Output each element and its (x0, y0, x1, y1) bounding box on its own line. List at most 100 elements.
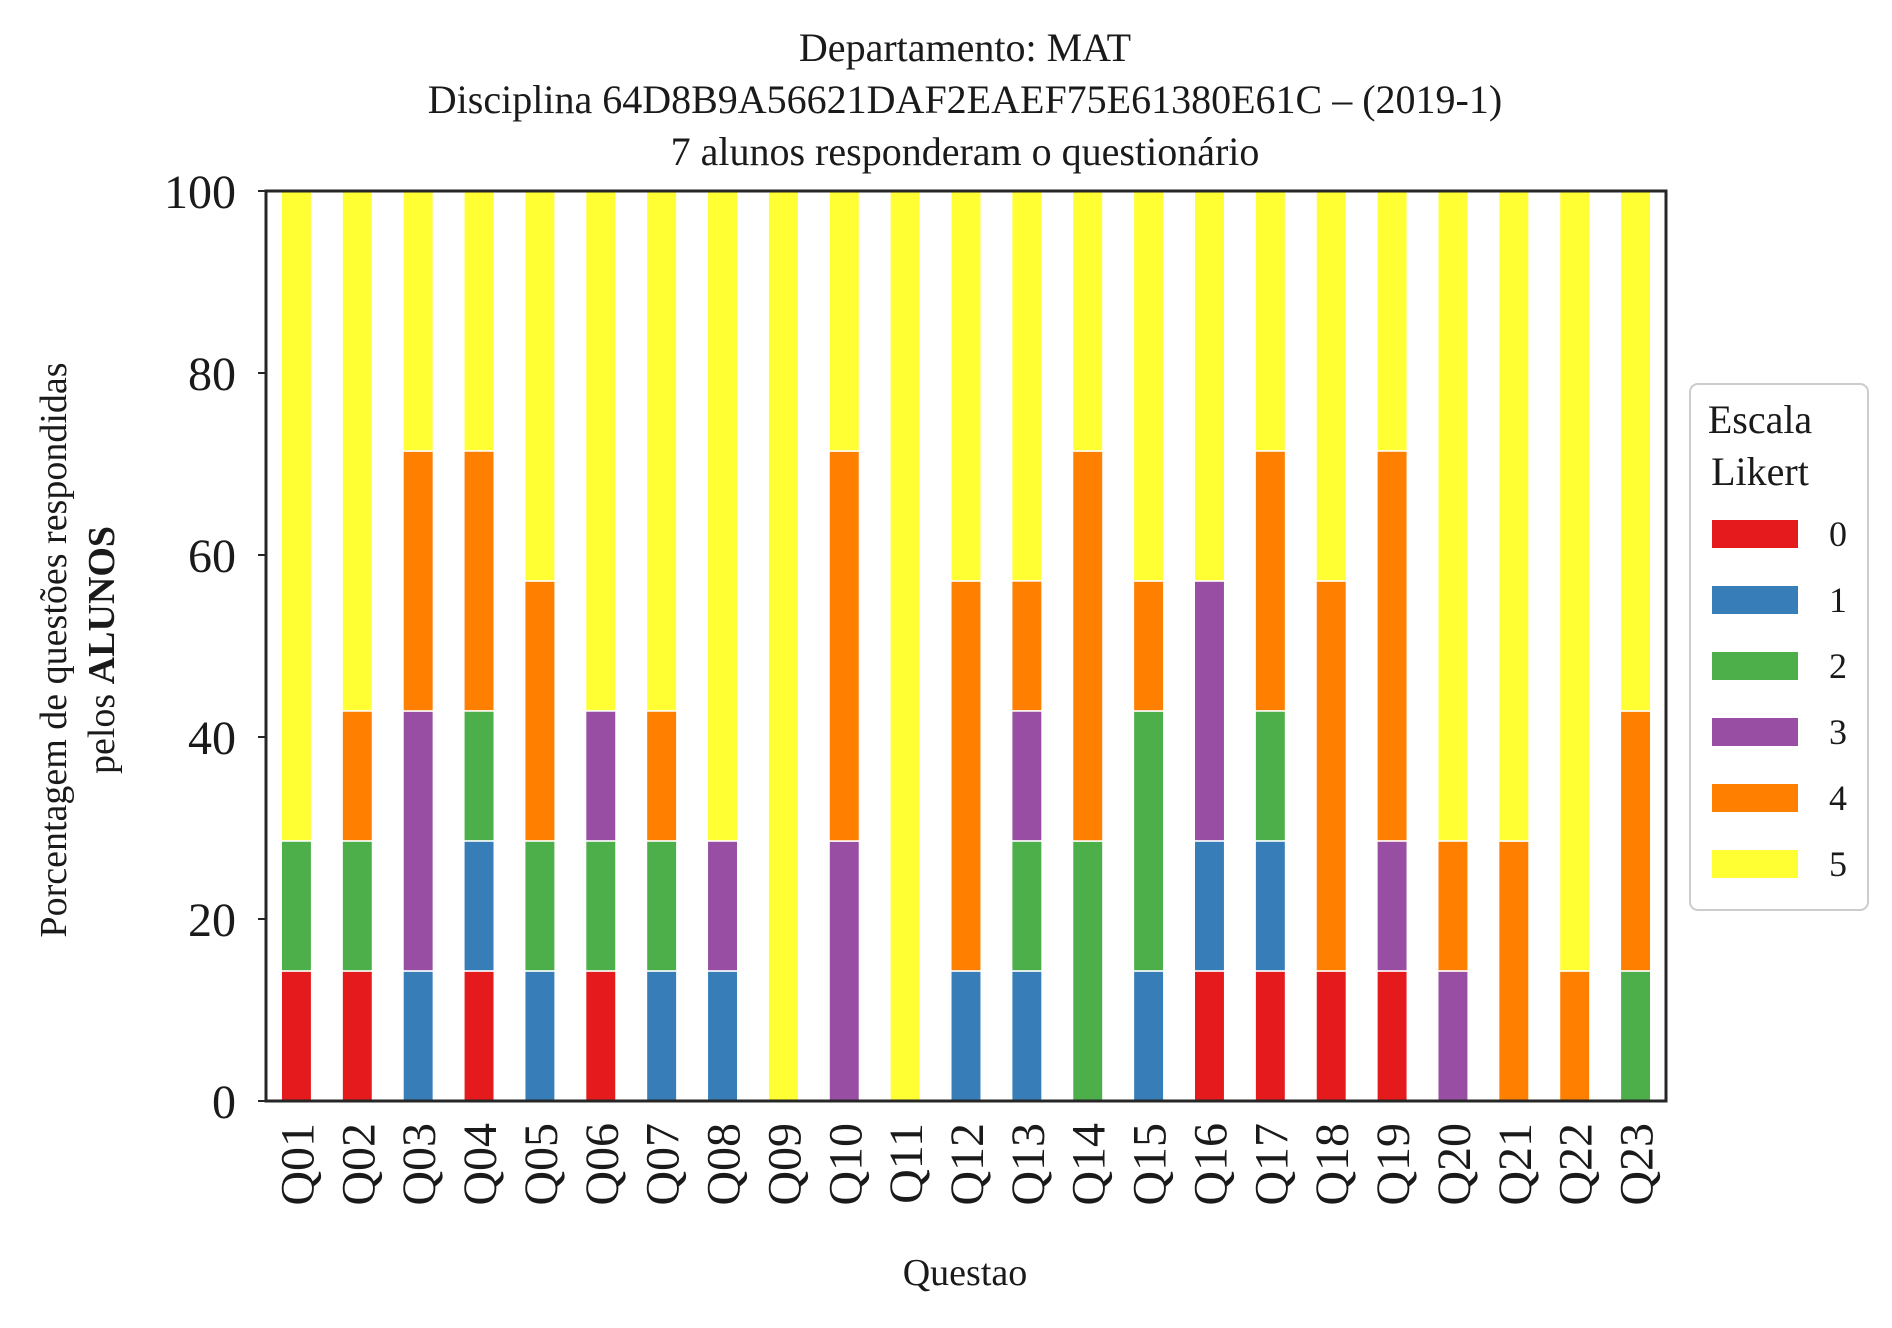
bar-segment-Q17-level-2 (1254, 710, 1287, 842)
x-tick-label: Q09 (758, 1123, 811, 1206)
x-tick-label: Q14 (1063, 1123, 1116, 1206)
x-tick-label: Q23 (1611, 1123, 1664, 1206)
y-axis-ticks: 0 20 40 60 80 100 (164, 166, 266, 1129)
bar-segment-Q07-level-1 (645, 970, 678, 1102)
x-tick-label: Q15 (1124, 1123, 1177, 1206)
x-tick-label: Q05 (515, 1123, 568, 1206)
bar-segment-Q17-level-4 (1254, 450, 1287, 712)
bar-segment-Q23-level-4 (1619, 710, 1652, 972)
bar-segment-Q19-level-5 (1376, 190, 1409, 452)
legend-swatch-1 (1712, 586, 1798, 614)
bar-segment-Q04-level-5 (463, 190, 496, 452)
bar-segment-Q14-level-5 (1071, 190, 1104, 452)
legend-swatch-0 (1712, 520, 1798, 548)
bar-segment-Q07-level-4 (645, 710, 678, 842)
bar-segment-Q19-level-3 (1376, 840, 1409, 972)
x-tick-label: Q13 (1002, 1123, 1055, 1206)
bar-segment-Q10-level-4 (828, 450, 861, 842)
bar-segment-Q12-level-1 (950, 970, 982, 1102)
bar-segment-Q18-level-0 (1315, 970, 1348, 1102)
bar-segment-Q02-level-5 (341, 190, 374, 712)
y-axis-label: Porcentagem de questões respondidas pelo… (33, 362, 123, 937)
bar-segment-Q15-level-2 (1132, 710, 1165, 972)
bar-segment-Q17-level-5 (1254, 190, 1287, 452)
y-axis-label-line-2: pelos ALUNOS (81, 526, 123, 774)
legend-label-0: 0 (1829, 514, 1847, 554)
bar-segment-Q01-level-0 (280, 970, 313, 1102)
bar-segment-Q07-level-2 (645, 840, 678, 972)
x-tick-label: Q10 (819, 1123, 872, 1206)
bar-segment-Q13-level-2 (1010, 840, 1043, 972)
bar-segment-Q04-level-2 (463, 710, 496, 842)
bar-segment-Q21-level-5 (1497, 190, 1530, 842)
bar-segment-Q06-level-3 (584, 710, 617, 842)
bar-segment-Q11-level-5 (889, 190, 922, 1102)
y-tick-label: 0 (212, 1076, 236, 1129)
y-tick-label: 20 (188, 894, 236, 947)
bar-segment-Q22-level-4 (1558, 970, 1591, 1102)
legend-frame (1689, 383, 1869, 911)
bar-segment-Q22-level-5 (1558, 190, 1591, 972)
bar-segment-Q19-level-4 (1376, 450, 1409, 842)
bar-segment-Q10-level-3 (828, 840, 861, 1102)
legend-label-2: 2 (1829, 646, 1847, 686)
bar-segment-Q06-level-2 (584, 840, 617, 972)
bar-segment-Q03-level-1 (402, 970, 435, 1102)
x-axis-label: Questao (903, 1252, 1028, 1294)
x-axis-ticks: Q01 Q02 Q03 Q04 Q05 Q06 Q07 Q08 Q09 Q10 Q11 Q12 Q13 Q… (271, 1123, 1663, 1206)
bar-segment-Q05-level-5 (523, 190, 556, 582)
bar-segment-Q04-level-0 (463, 970, 496, 1102)
x-tick-label: Q11 (880, 1123, 933, 1204)
bar-segment-Q23-level-2 (1619, 970, 1652, 1102)
bar-segment-Q05-level-2 (523, 840, 556, 972)
x-tick-label: Q12 (941, 1123, 994, 1206)
legend-label-1: 1 (1829, 580, 1847, 620)
bar-segment-Q08-level-5 (706, 190, 739, 842)
bar-segment-Q02-level-2 (341, 840, 374, 972)
bar-segment-Q16-level-3 (1193, 580, 1226, 842)
x-tick-label: Q03 (393, 1123, 446, 1206)
legend-label-5: 5 (1829, 844, 1847, 884)
bar-segment-Q10-level-5 (828, 190, 861, 452)
bar-segment-Q05-level-4 (523, 580, 556, 842)
legend: Escala Likert 0 1 2 3 4 5 (1689, 383, 1869, 911)
bar-segment-Q14-level-2 (1071, 840, 1104, 1102)
x-tick-label: Q20 (1428, 1123, 1481, 1206)
legend-items: 0 1 2 3 4 5 (1712, 514, 1847, 884)
title-line-1: Departamento: MAT (799, 25, 1131, 70)
x-tick-label: Q04 (454, 1123, 507, 1206)
bar-segment-Q14-level-4 (1071, 450, 1104, 842)
legend-swatch-2 (1712, 652, 1798, 680)
title-line-2: Disciplina 64D8B9A56621DAF2EAEF75E61380E… (428, 77, 1502, 122)
bar-segment-Q05-level-1 (523, 970, 556, 1102)
x-tick-label: Q07 (637, 1123, 690, 1206)
bar-segment-Q21-level-4 (1497, 840, 1530, 1102)
bar-segment-Q03-level-4 (402, 450, 435, 712)
bar-segment-Q03-level-5 (402, 190, 435, 452)
x-tick-label: Q16 (1184, 1123, 1237, 1206)
legend-swatch-3 (1712, 718, 1798, 746)
bar-segment-Q13-level-1 (1010, 970, 1043, 1102)
bar-segment-Q16-level-0 (1193, 970, 1226, 1102)
legend-label-4: 4 (1829, 778, 1847, 818)
bar-segment-Q17-level-0 (1254, 970, 1287, 1102)
y-tick-label: 80 (188, 348, 236, 401)
x-tick-label: Q01 (271, 1123, 324, 1206)
x-tick-label: Q21 (1489, 1123, 1542, 1206)
bar-segment-Q20-level-4 (1436, 840, 1469, 972)
bar-segment-Q13-level-4 (1010, 580, 1043, 712)
x-tick-label: Q06 (576, 1123, 629, 1206)
bar-segment-Q01-level-2 (280, 840, 313, 972)
bar-segment-Q01-level-5 (280, 190, 313, 842)
bar-segment-Q18-level-5 (1315, 190, 1348, 582)
bar-segment-Q08-level-3 (706, 840, 739, 972)
bar-segment-Q20-level-3 (1436, 970, 1469, 1102)
x-tick-label: Q22 (1550, 1123, 1603, 1206)
bar-segment-Q15-level-1 (1132, 970, 1165, 1102)
x-tick-label: Q19 (1367, 1123, 1420, 1206)
x-tick-label: Q18 (1306, 1123, 1359, 1206)
chart-title: Departamento: MAT Disciplina 64D8B9A5662… (428, 25, 1502, 174)
bar-segment-Q06-level-0 (584, 970, 617, 1102)
